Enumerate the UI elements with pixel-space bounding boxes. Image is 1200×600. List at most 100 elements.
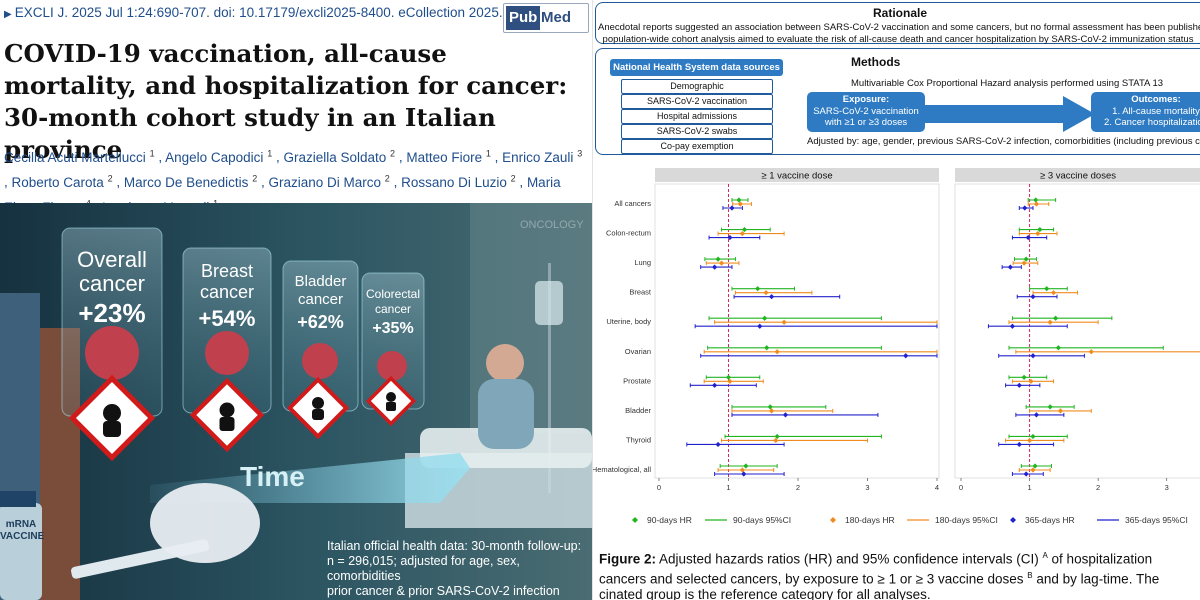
- data-sources-header: National Health System data sources: [610, 59, 783, 76]
- author-name[interactable]: Enrico Zauli: [502, 149, 574, 165]
- author-affiliation[interactable]: 1: [485, 148, 491, 158]
- exposure-title: Exposure:: [842, 94, 890, 105]
- author-name[interactable]: Graziella Soldato: [283, 149, 387, 165]
- row-label: Hematological, all: [593, 465, 651, 474]
- hr-point: [1016, 441, 1022, 448]
- legend-ci-label: 365-days 95%CI: [1125, 515, 1188, 525]
- x-tick-label: 1: [726, 483, 730, 492]
- card-overall-line1: Overall: [77, 247, 147, 272]
- author[interactable]: Graziano Di Marco 2: [268, 173, 390, 190]
- hr-point: [1044, 286, 1050, 292]
- caption-line-3: cinated group is the reference category …: [599, 587, 931, 600]
- hr-point: [1035, 230, 1041, 237]
- outcome-line: 1. All-cause mortality: [1112, 105, 1200, 117]
- author-affiliation[interactable]: 3: [577, 148, 583, 158]
- exposure-line: with ≥1 or ≥3 doses: [824, 117, 908, 128]
- row-label: Ovarian: [625, 347, 651, 356]
- author-name[interactable]: Cecilia Acuti Martellucci: [4, 149, 146, 165]
- rationale-box: Rationale Anecdotal reports suggested an…: [595, 2, 1200, 46]
- outcome-line: 2. Cancer hospitalization: [1103, 117, 1200, 128]
- caption-line-1: Figure 2: Adjusted hazards ratios (HR) a…: [599, 548, 1200, 568]
- card-breast-line1: Breast: [200, 261, 254, 281]
- author-name[interactable]: Rossano Di Luzio: [401, 174, 507, 190]
- caption-line: n = 296,015; adjusted for age, sex, como…: [327, 554, 520, 583]
- card-breast-value: +54%: [198, 306, 256, 331]
- adjusted-note: Adjusted by: age, gender, previous SARS-…: [807, 136, 1200, 147]
- caption-text: of hospitalization: [1047, 551, 1153, 567]
- author[interactable]: Marco De Benedictis 2: [123, 173, 258, 190]
- illustration: Overall cancer +23% Breast cancer +54% B…: [0, 203, 592, 600]
- hr-point: [1022, 205, 1028, 211]
- outcomes-title: Outcomes:: [1131, 94, 1181, 105]
- row-label: Uterine, body: [606, 317, 651, 326]
- journal-link[interactable]: EXCLI J.: [14, 5, 68, 20]
- caret-right-icon: ▶: [4, 9, 12, 20]
- author-name[interactable]: Graziano Di Marco: [268, 174, 382, 190]
- author[interactable]: Graziella Soldato 2: [283, 148, 396, 165]
- figure-label: Figure 2:: [599, 551, 657, 567]
- card-colorectal-value: +35%: [372, 320, 414, 337]
- data-source-item: Demographic: [621, 79, 773, 94]
- caption-sup: A: [1042, 551, 1048, 560]
- exposure-line: SARS-CoV-2 vaccination: [813, 105, 919, 117]
- wall-sign: ONCOLOGY: [520, 219, 584, 231]
- pubmed-logo[interactable]: Pub Med: [503, 3, 589, 33]
- author-affiliation[interactable]: 2: [384, 173, 390, 183]
- row-label: Breast: [629, 288, 652, 297]
- illustration-caption: Italian official health data: 30-month f…: [327, 539, 589, 599]
- card-overall-value: +23%: [78, 298, 146, 328]
- author-name[interactable]: Matteo Fiore: [406, 149, 483, 165]
- hr-point: [1047, 319, 1053, 325]
- illustration-scene: [0, 203, 592, 600]
- exposure-arrow-icon: [923, 96, 1095, 132]
- article-panel: ▶ EXCLI J. 2025 Jul 1:24:690-707. doi: 10…: [0, 0, 592, 600]
- x-tick-label: 3: [865, 483, 869, 492]
- author-affiliation[interactable]: 2: [390, 148, 396, 158]
- rationale-line: Anecdotal reports suggested an associati…: [598, 22, 1200, 33]
- author[interactable]: Roberto Carota 2: [11, 173, 113, 190]
- data-source-item: Hospital admissions: [621, 109, 773, 124]
- row-label: Bladder: [625, 406, 651, 415]
- exposure-box: Exposure: SARS-CoV-2 vaccination with ≥1…: [807, 92, 925, 132]
- row-label: Lung: [634, 258, 651, 267]
- rationale-title: Rationale: [872, 6, 927, 20]
- caption-line-2: cancers and selected cancers, by exposur…: [599, 568, 1200, 588]
- hr-point: [1007, 264, 1013, 270]
- author[interactable]: Matteo Fiore 1: [406, 148, 491, 165]
- x-tick-label: 3: [1165, 483, 1169, 492]
- author[interactable]: Angelo Capodici 1: [165, 148, 273, 165]
- author-affiliation[interactable]: 1: [149, 148, 155, 158]
- figure-panel: Rationale Anecdotal reports suggested an…: [592, 0, 1200, 600]
- hr-point: [1033, 412, 1040, 418]
- card-bladder-line1: Bladder: [294, 273, 347, 290]
- author-affiliation[interactable]: 2: [252, 173, 258, 183]
- author-affiliation[interactable]: 2: [107, 173, 113, 183]
- author[interactable]: Cecilia Acuti Martellucci 1: [4, 148, 155, 165]
- row-label: Prostate: [623, 376, 651, 385]
- citation: ▶ EXCLI J. 2025 Jul 1:24:690-707. doi: 10…: [4, 5, 503, 20]
- author[interactable]: Enrico Zauli 3: [502, 148, 583, 165]
- legend-hr-marker: [632, 517, 638, 523]
- author-name[interactable]: Angelo Capodici: [165, 149, 264, 165]
- author-name[interactable]: Roberto Carota: [11, 174, 104, 190]
- author[interactable]: Rossano Di Luzio 2: [401, 173, 516, 190]
- citation-details: 2025 Jul 1:24:690-707. doi: 10.17179/exc…: [71, 5, 503, 20]
- facet-title: ≥ 1 vaccine dose: [761, 171, 832, 182]
- card-overall-cancer: Overall cancer +23%: [64, 248, 160, 330]
- pubmed-logo-pub: Pub: [506, 6, 541, 30]
- x-tick-label: 0: [959, 483, 963, 492]
- hr-point: [1055, 345, 1061, 351]
- time-label: Time: [240, 461, 305, 492]
- hr-point: [743, 463, 749, 469]
- legend-hr-marker: [1010, 517, 1016, 523]
- author-affiliation[interactable]: 2: [510, 173, 516, 183]
- author-affiliation[interactable]: 1: [267, 148, 273, 158]
- card-colorectal-line1: Colorectal: [365, 287, 421, 301]
- hr-point: [773, 437, 779, 444]
- hr-point: [1009, 323, 1016, 329]
- hr-point: [1037, 226, 1043, 233]
- card-breast-cancer: Breast cancer +54%: [185, 261, 269, 335]
- author-name[interactable]: Marco De Benedictis: [123, 174, 249, 190]
- rationale-text: Anecdotal reports suggested an associati…: [598, 22, 1200, 46]
- row-label: Thyroid: [626, 435, 651, 444]
